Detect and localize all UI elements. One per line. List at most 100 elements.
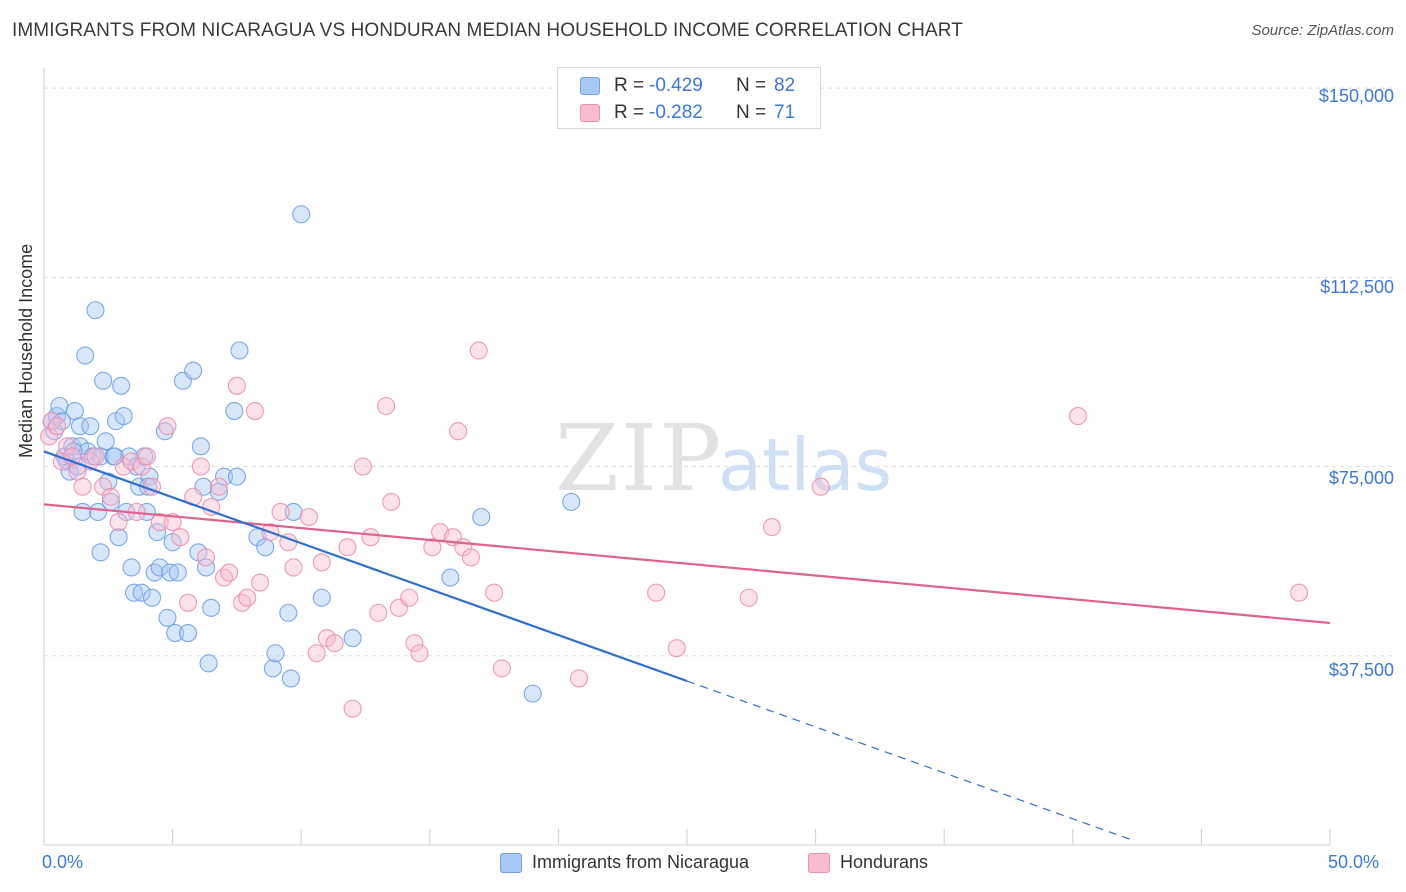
data-point [105,447,124,466]
data-point [163,513,182,532]
data-point [73,502,92,522]
y-tick-label: $112,500 [1320,277,1394,297]
data-point [369,603,388,622]
data-point [99,472,118,491]
data-point [410,644,429,663]
data-point [166,624,185,643]
data-point [256,538,275,557]
legend-n-value: 71 [774,102,796,123]
data-point [122,558,141,577]
data-point [227,467,246,486]
data-point [523,684,542,703]
data-point [124,583,144,602]
data-point [227,376,246,395]
data-point [762,518,781,537]
data-point [271,502,290,522]
data-point [145,563,164,582]
data-point [86,301,105,320]
data-point [811,477,830,496]
data-point [81,417,100,436]
y-tick-label: $37,500 [1328,660,1394,680]
data-point [405,634,424,653]
data-point [94,477,113,496]
data-point [382,492,401,511]
legend-r-label: R = [614,75,645,96]
data-point [214,467,234,486]
data-point [86,447,105,466]
data-point [101,487,120,506]
data-point [94,371,113,390]
series-hondurans [40,341,1309,718]
data-point [91,543,110,562]
legend-swatch-hondurans [808,853,830,873]
data-point [150,513,169,532]
legend-swatch-nicaragua [500,853,522,873]
data-point [132,457,151,476]
data-point [338,538,357,557]
data-point [171,528,190,547]
data-point [299,507,318,527]
series-nicaragua [42,205,581,703]
legend-r-value: -0.282 [649,102,703,123]
data-point [191,457,210,476]
data-point [160,563,180,582]
data-point [361,528,380,547]
data-point [199,654,218,673]
legend-label-nicaragua: Immigrants from Nicaragua [532,852,750,872]
data-point [202,598,221,617]
data-point [562,492,581,511]
trend-line-nicaragua [43,450,688,683]
data-point [284,558,303,577]
legend-swatch-hondurans [580,104,600,122]
data-point [109,513,128,532]
data-point [73,477,92,496]
data-point [343,629,362,648]
chart-source: Source: ZipAtlas.com [1251,22,1394,39]
data-point [250,573,270,592]
data-point [281,669,300,688]
data-point [178,593,198,612]
data-point [150,558,169,577]
data-point [325,634,344,653]
data-point [485,583,504,602]
data-point [50,396,69,416]
chart-title: IMMIGRANTS FROM NICARAGUA VS HONDURAN ME… [12,20,963,41]
trend-line-hondurans [43,503,1331,625]
correlation-legend: R = -0.429 N = 82 R = -0.282 N = 71 [557,67,821,129]
x-axis-max-label: 50.0% [1328,852,1380,872]
data-point [168,563,187,582]
data-point [155,422,174,441]
data-point [114,407,133,426]
trend-layer [43,450,1331,841]
legend-n-value: 82 [774,75,796,96]
data-point [492,659,511,678]
data-point [191,437,210,456]
data-point [158,417,177,436]
data-point [230,341,249,360]
data-point [96,432,115,451]
y-tick-label: $150,000 [1318,86,1394,106]
data-point [132,583,151,602]
legend-n-label: N = [736,75,767,96]
data-point [667,639,686,658]
data-point [266,644,285,663]
data-point [263,659,282,678]
watermark-atlas: atlas [718,423,892,507]
data-point [40,427,59,446]
data-point [88,502,108,522]
data-point [353,457,372,476]
data-point [739,588,758,607]
data-point [423,538,442,557]
grid-lines [44,87,1395,657]
data-point [76,346,95,365]
data-point [196,548,216,567]
data-point [469,341,488,360]
data-point [312,553,331,572]
data-point [184,361,203,380]
legend-r-label: R = [614,102,645,123]
legend-swatch-nicaragua [580,77,600,95]
data-point [343,699,362,718]
data-point [137,502,156,522]
data-point [449,422,468,441]
